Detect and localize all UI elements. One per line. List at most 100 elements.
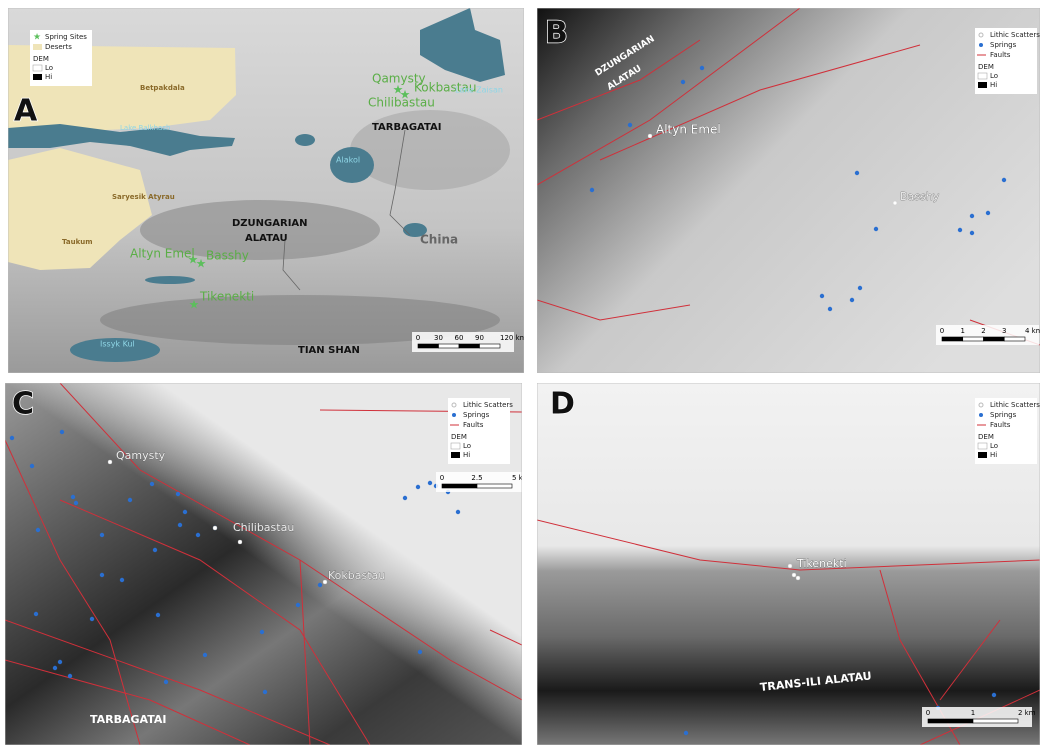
place-label: Betpakdala [140, 84, 185, 92]
spring-point [850, 298, 854, 302]
spring-star: ★ [189, 298, 200, 312]
legend-label: Lithic Scatters [990, 31, 1040, 39]
scale-segment [1004, 337, 1025, 341]
legend-label: Springs [990, 411, 1017, 419]
scale-label: 0 [416, 334, 420, 342]
spring-point [296, 603, 300, 607]
legend-label: Spring Sites [45, 33, 87, 41]
place-label: TIAN SHAN [298, 345, 360, 356]
legend-label: Deserts [45, 43, 72, 51]
scale-label: 4 km [1025, 327, 1043, 335]
legend-label: Lo [990, 442, 998, 450]
scale-segment [459, 344, 480, 348]
legend-label: Lithic Scatters [990, 401, 1040, 409]
spring-point [970, 231, 974, 235]
scale-label: 60 [455, 334, 464, 342]
spring-point [36, 528, 40, 532]
panel-letter: A [14, 94, 38, 129]
scale-segment [973, 719, 1018, 723]
legend-label: Hi [990, 81, 997, 89]
scale-label: 5 km [512, 474, 530, 482]
spring-point [156, 613, 160, 617]
place-label: Kokbastau [328, 569, 385, 582]
place-label: Chilibastau [368, 96, 435, 110]
legend-hi [33, 74, 42, 80]
legend-label: Hi [45, 73, 52, 81]
legend-symbol [979, 43, 983, 47]
place-label: Saryesik Atyrau [112, 193, 175, 201]
scale-label: 2 [981, 327, 985, 335]
spring-point [681, 80, 685, 84]
spring-point [178, 523, 182, 527]
figure: ★★★★★A★Spring SitesDesertsDEMLoHi0306090… [0, 0, 1045, 749]
legend-symbol [979, 33, 983, 37]
place-label: Issyk Kul [100, 340, 135, 349]
scale-label: 2 km [1018, 709, 1036, 717]
spring-point [828, 307, 832, 311]
legend-label: Lo [990, 72, 998, 80]
spring-point [120, 578, 124, 582]
spring-point [970, 214, 974, 218]
spring-point [986, 211, 990, 215]
lithic-scatter [323, 580, 327, 584]
legend-lo [451, 443, 460, 449]
panel-letter: B [545, 16, 568, 51]
spring-point [428, 481, 432, 485]
place-label: Altyn Emel [130, 247, 195, 261]
scale-label: 90 [475, 334, 484, 342]
place-label: Basshy [206, 249, 249, 263]
spring-point [100, 533, 104, 537]
place-label: Basshy [900, 190, 940, 203]
spring-point [684, 731, 688, 735]
legend-hi [978, 452, 987, 458]
legend-label: Faults [990, 51, 1011, 59]
scale-label: 0 [926, 709, 930, 717]
legend-hi [451, 452, 460, 458]
legend-label: Faults [990, 421, 1011, 429]
scale-label: 3 [1002, 327, 1006, 335]
spring-point [90, 617, 94, 621]
legend-lo [33, 65, 42, 71]
legend-label: Hi [990, 451, 997, 459]
spring-point [958, 228, 962, 232]
spring-point [10, 436, 14, 440]
spring-point [60, 430, 64, 434]
spring-point [150, 482, 154, 486]
legend-label: Springs [463, 411, 490, 419]
scale-segment [942, 337, 963, 341]
legend-symbol: ★ [33, 33, 41, 43]
legend-symbol [979, 403, 983, 407]
scale-bg [922, 707, 1032, 727]
legend-title: DEM [978, 433, 994, 441]
scale-label: 1 [961, 327, 965, 335]
spring-point [403, 496, 407, 500]
scale-label: 1 [971, 709, 975, 717]
legend-symbol [33, 44, 42, 50]
legend-title: DEM [978, 63, 994, 71]
place-label: Altyn Emel [656, 123, 721, 137]
scale-segment [477, 484, 512, 488]
spring-point [58, 660, 62, 664]
legend-hi [978, 82, 987, 88]
legend-label: Lithic Scatters [463, 401, 513, 409]
spring-point [53, 666, 57, 670]
legend-label: Springs [990, 41, 1017, 49]
place-label: China [420, 233, 458, 247]
scale-segment [928, 719, 973, 723]
spring-point [100, 573, 104, 577]
place-label: Tikenekti [796, 557, 847, 570]
scale-segment [418, 344, 439, 348]
legend-title: DEM [451, 433, 467, 441]
legend-lo [978, 443, 987, 449]
legend-title: DEM [33, 55, 49, 63]
spring-point [71, 495, 75, 499]
spring-point [418, 650, 422, 654]
place-label: Alakol [336, 156, 360, 165]
scale-label: 0 [940, 327, 944, 335]
legend-symbol [452, 413, 456, 417]
spring-point [456, 510, 460, 514]
legend-lo [978, 73, 987, 79]
spring-point [855, 171, 859, 175]
place-label: DZUNGARIAN [232, 218, 308, 229]
